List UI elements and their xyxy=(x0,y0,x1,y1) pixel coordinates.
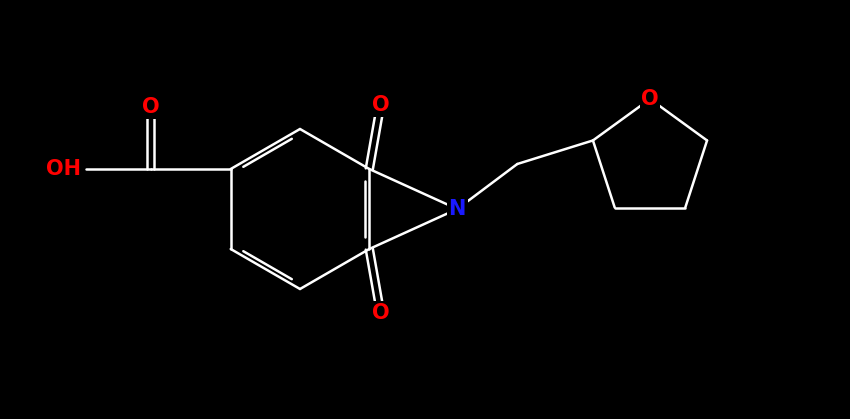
Text: O: O xyxy=(142,97,160,117)
Text: N: N xyxy=(449,199,466,219)
Text: OH: OH xyxy=(46,159,81,179)
Text: O: O xyxy=(641,89,659,109)
Text: O: O xyxy=(371,95,389,115)
Text: O: O xyxy=(371,303,389,323)
